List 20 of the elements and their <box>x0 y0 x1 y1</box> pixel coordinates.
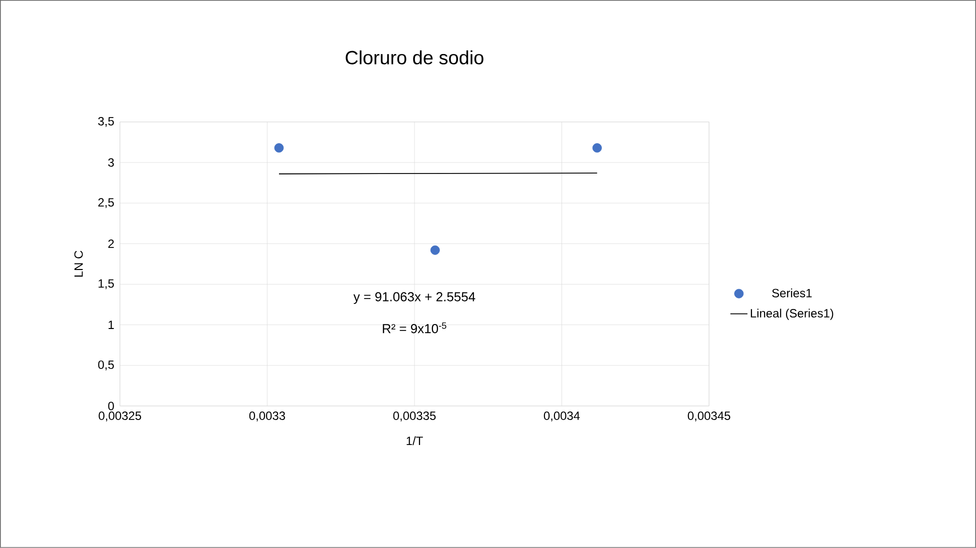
x-tick-label: 0,00345 <box>688 412 730 422</box>
x-tick-label: 0,00325 <box>98 412 142 422</box>
x-tick-label: 0,0033 <box>249 412 286 422</box>
x-tick-label: 0,00335 <box>393 412 436 422</box>
chart-title: Cloruro de sodio <box>346 50 484 64</box>
x-tick-label: 0,0034 <box>544 412 580 422</box>
y-tick-label: 1,5 <box>98 279 114 290</box>
legend-label: Lineal (Series1) <box>750 308 834 320</box>
y-tick-label: 0 <box>108 402 114 410</box>
annotation: R² = 9x10$^{-5}$ <box>382 322 446 334</box>
annotation: y = 91.063x + 2.5554 <box>353 292 476 304</box>
y-tick-label: 3,5 <box>98 117 114 127</box>
y-tick-label: 0,5 <box>98 360 114 370</box>
y-tick-label: 2 <box>108 240 114 248</box>
y-tick-label: 3 <box>108 158 114 167</box>
y-tick-label: 2,5 <box>98 198 114 208</box>
y-tick-label: 1 <box>108 320 114 329</box>
legend-label: Series1 <box>772 288 812 298</box>
x-axis-title: 1/T <box>406 436 423 446</box>
y-axis-title: LN C <box>74 250 83 277</box>
